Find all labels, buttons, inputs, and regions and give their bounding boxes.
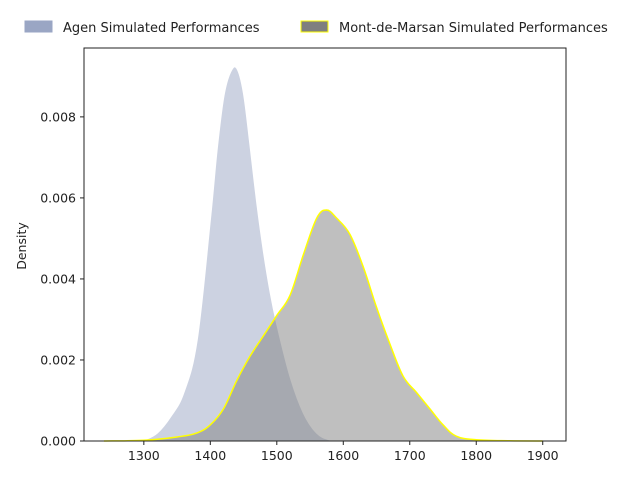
density-area-agen xyxy=(143,66,344,442)
x-tick-label: 1600 xyxy=(327,448,359,463)
legend-swatch-agen xyxy=(24,20,53,33)
legend-swatch-mont-de-marsan xyxy=(300,20,329,33)
axes-frame xyxy=(83,47,567,442)
density-area-mont-de-marsan xyxy=(103,210,543,441)
legend-label-mont-de-marsan: Mont-de-Marsan Simulated Performances xyxy=(339,21,608,36)
x-tick-label: 1700 xyxy=(394,448,426,463)
y-axis-ticks: 0.000 0.002 0.004 0.006 0.008 xyxy=(40,109,84,449)
x-tick-label: 1400 xyxy=(194,448,226,463)
x-tick-label: 1800 xyxy=(460,448,492,463)
legend-label-agen: Agen Simulated Performances xyxy=(63,21,260,36)
plot-area xyxy=(103,65,543,442)
x-tick-label: 1900 xyxy=(527,448,559,463)
x-axis-ticks: 1300 1400 1500 1600 1700 1800 1900 xyxy=(128,441,559,463)
x-tick-label: 1300 xyxy=(128,448,160,463)
y-tick-label: 0.004 xyxy=(40,271,76,286)
y-tick-label: 0.008 xyxy=(40,109,76,124)
density-line-mont-de-marsan xyxy=(103,209,543,442)
y-tick-label: 0.002 xyxy=(40,352,76,367)
y-tick-label: 0.000 xyxy=(40,434,76,449)
legend: Agen Simulated Performances Mont-de-Mars… xyxy=(24,20,608,36)
x-tick-label: 1500 xyxy=(261,448,293,463)
y-tick-label: 0.006 xyxy=(40,190,76,205)
y-axis-label: Density xyxy=(14,222,29,270)
